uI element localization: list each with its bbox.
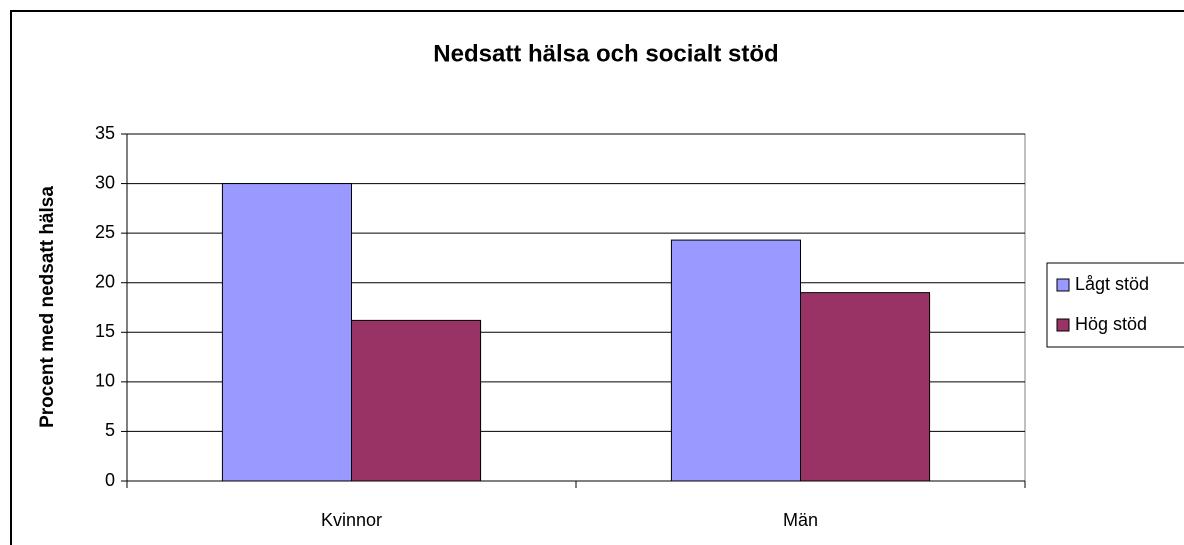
chart-title: Nedsatt hälsa och socialt stöd xyxy=(433,40,778,67)
legend-label: Hög stöd xyxy=(1075,314,1147,334)
y-tick-label: 15 xyxy=(95,321,115,341)
y-tick-label: 20 xyxy=(95,271,115,291)
legend-box xyxy=(1046,262,1184,348)
bar xyxy=(221,183,352,482)
legend-swatch xyxy=(1056,318,1070,332)
y-tick-label: 25 xyxy=(95,222,115,242)
x-tick-label: Kvinnor xyxy=(321,510,382,530)
x-tick-label: Män xyxy=(783,510,818,530)
bar xyxy=(800,292,931,482)
bar xyxy=(351,319,482,482)
legend-label: Lågt stöd xyxy=(1075,274,1149,294)
y-tick-label: 35 xyxy=(95,123,115,143)
y-axis-label: Procent med nedsatt hälsa xyxy=(37,186,58,428)
y-tick-label: 5 xyxy=(105,420,115,440)
y-tick-label: 0 xyxy=(105,470,115,490)
bar xyxy=(670,239,801,482)
legend-swatch xyxy=(1056,278,1070,292)
y-tick-label: 10 xyxy=(95,371,115,391)
y-tick-label: 30 xyxy=(95,172,115,192)
